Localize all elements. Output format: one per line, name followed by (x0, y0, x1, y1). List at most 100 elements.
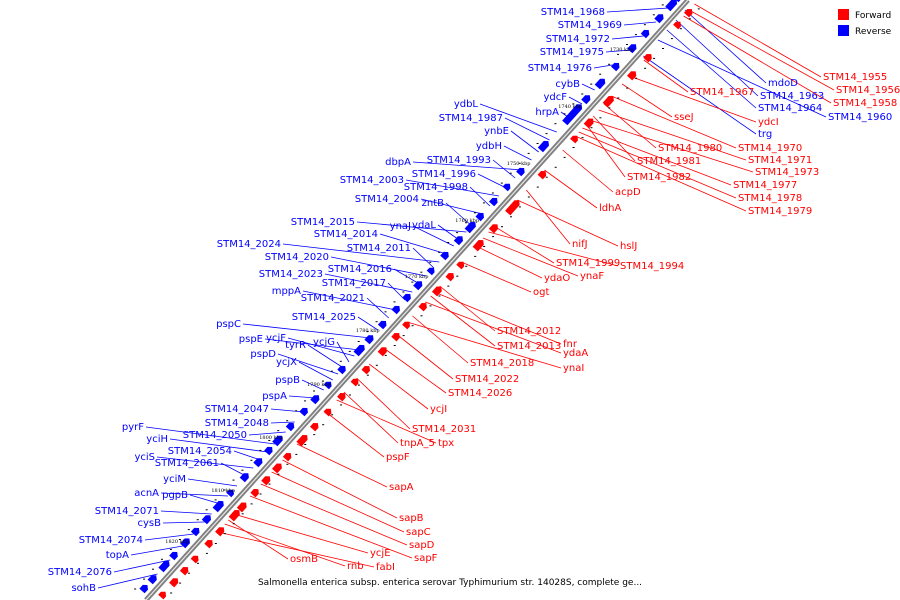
leader-line-pspf (325, 411, 385, 458)
leader-line-stm14-2011 (412, 247, 435, 269)
leader-line-stm14-2003 (405, 179, 500, 197)
reverse-gene-feature-41 (139, 584, 148, 594)
gene-label-ydci: ydcI (758, 117, 779, 128)
gene-label-stm14-2023: STM14_2023 (259, 269, 323, 280)
leader-line-ycih (169, 438, 268, 453)
leader-line-tyrr (307, 344, 344, 369)
gene-label-stm14-2054: STM14_2054 (168, 446, 232, 457)
leader-line-ycje (233, 513, 369, 554)
reverse-gene-feature-6 (594, 78, 606, 90)
forward-gene-feature-35 (158, 591, 167, 600)
gene-label-pspd: pspD (250, 349, 276, 360)
leader-line-stm14-1977 (582, 127, 732, 186)
leader-line-ydal (437, 224, 460, 241)
gene-label-ycjg: ycjG (313, 337, 335, 348)
leader-line-stm14-1971 (598, 109, 747, 161)
gene-label-stm14-1978: STM14_1978 (738, 193, 802, 204)
gene-label-stm14-1975: STM14_1975 (540, 47, 604, 58)
leader-line-stm14-2022 (396, 333, 454, 380)
gene-label-sapc: sapC (406, 527, 431, 538)
gene-label-stm14-1999: STM14_1999 (556, 258, 620, 269)
gene-label-cysb: cysB (138, 518, 162, 529)
forward-gene-feature-19 (350, 378, 359, 387)
gene-label-stm14-1964: STM14_1964 (758, 103, 822, 114)
reverse-gene-feature-23 (353, 344, 365, 357)
reverse-gene-feature-0 (675, 0, 681, 3)
leader-line-stm14-2050 (248, 431, 286, 436)
leader-line-ydbl (479, 103, 557, 133)
leader-line-stm14-1956 (688, 9, 835, 91)
leader-line-ycjx (298, 361, 333, 381)
gene-label-stm14-1963: STM14_1963 (760, 91, 824, 102)
gene-label-ycjf: ycjF (266, 333, 286, 344)
gene-label-ycje: ycjE (370, 548, 391, 559)
reverse-gene-feature-8 (562, 104, 583, 126)
leader-line-nifj (526, 189, 571, 245)
gene-label-stm14-1994: STM14_1994 (620, 261, 684, 272)
gene-label-sohb: sohB (71, 583, 96, 594)
forward-gene-feature-31 (204, 540, 213, 549)
gene-label-stm14-2026: STM14_2026 (448, 388, 512, 399)
leader-line-stm14-1982 (585, 123, 626, 178)
gene-label-stm14-2048: STM14_2048 (205, 418, 269, 429)
leader-line-stm14-2024 (282, 243, 440, 263)
leader-line-stm14-2047 (270, 408, 304, 413)
gene-label-ycim: yciM (163, 474, 186, 485)
gene-label-ydao: ydaO (544, 273, 570, 284)
forward-gene-feature-33 (179, 567, 189, 576)
leader-line-ycis (156, 456, 254, 469)
leader-line-stm14-1999 (493, 225, 555, 264)
forward-gene-feature-22 (310, 423, 319, 432)
forward-gene-feature-34 (169, 578, 179, 588)
leader-line-ycjg (336, 341, 350, 363)
gene-label-ydal: ydaL (412, 220, 436, 231)
forward-gene-feature-2 (643, 54, 652, 63)
gene-label-ydbl: ydbL (454, 99, 479, 110)
leader-line-fabi (217, 531, 375, 568)
forward-gene-feature-14 (418, 303, 427, 312)
gene-label-stm14-1993: STM14_1993 (427, 155, 491, 166)
leader-line-tpx (336, 399, 437, 444)
reverse-gene-feature-7 (581, 95, 591, 105)
leader-line-stm14-2004 (420, 198, 483, 215)
gene-label-ogt: ogt (533, 287, 549, 298)
gene-label-hslj: hslJ (620, 241, 637, 252)
reverse-gene-feature-40 (147, 575, 157, 585)
gene-label-stm14-2018: STM14_2018 (470, 358, 534, 369)
leader-line-stm14-2015 (356, 221, 467, 233)
leader-line-stm14-2031 (356, 377, 411, 430)
reverse-gene-feature-14 (464, 221, 476, 234)
map-title: Salmonella enterica subsp. enterica sero… (257, 578, 643, 588)
gene-label-stm14-1955: STM14_1955 (823, 72, 887, 83)
leader-line-stm14-2026 (383, 347, 447, 394)
leader-line-topa (130, 545, 183, 556)
gene-label-pspb: pspB (275, 375, 300, 386)
gene-label-zntb: zntB (422, 198, 445, 209)
reverse-gene-feature-19 (402, 293, 411, 303)
reverse-gene-feature-36 (190, 527, 200, 537)
leader-line-trg (643, 55, 757, 135)
gene-label-stm14-1968: STM14_1968 (541, 7, 605, 18)
forward-gene-feature-21 (323, 408, 332, 417)
leader-line-acna (160, 492, 228, 497)
leader-line-hslj (517, 199, 619, 247)
leader-line-stm14-1980 (603, 103, 657, 149)
forward-gene-feature-0 (684, 9, 693, 18)
leader-line-stm14-2020 (330, 256, 427, 277)
leader-line-stm14-1963 (675, 19, 759, 97)
leader-line-sapa (296, 443, 388, 488)
gene-label-stm14-1967: STM14_1967 (690, 87, 754, 98)
gene-label-stm14-2021: STM14_2021 (301, 293, 365, 304)
gene-label-pyrf: pyrF (122, 422, 144, 433)
leader-line-stm14-2076 (113, 559, 171, 573)
axis-tick-label-1740-kbp: 1740 kbp (558, 104, 582, 110)
leader-line-ynaj (412, 225, 454, 247)
reverse-gene-feature-20 (391, 305, 400, 315)
gene-label-sapb: sapB (399, 513, 424, 524)
gene-label-stm14-1956: STM14_1956 (836, 85, 900, 96)
leader-line-stm14-2012 (439, 285, 496, 332)
leader-line-stm14-2048 (270, 421, 295, 424)
gene-label-rnb: rnb (347, 561, 364, 572)
leader-line-rnb (224, 523, 346, 567)
